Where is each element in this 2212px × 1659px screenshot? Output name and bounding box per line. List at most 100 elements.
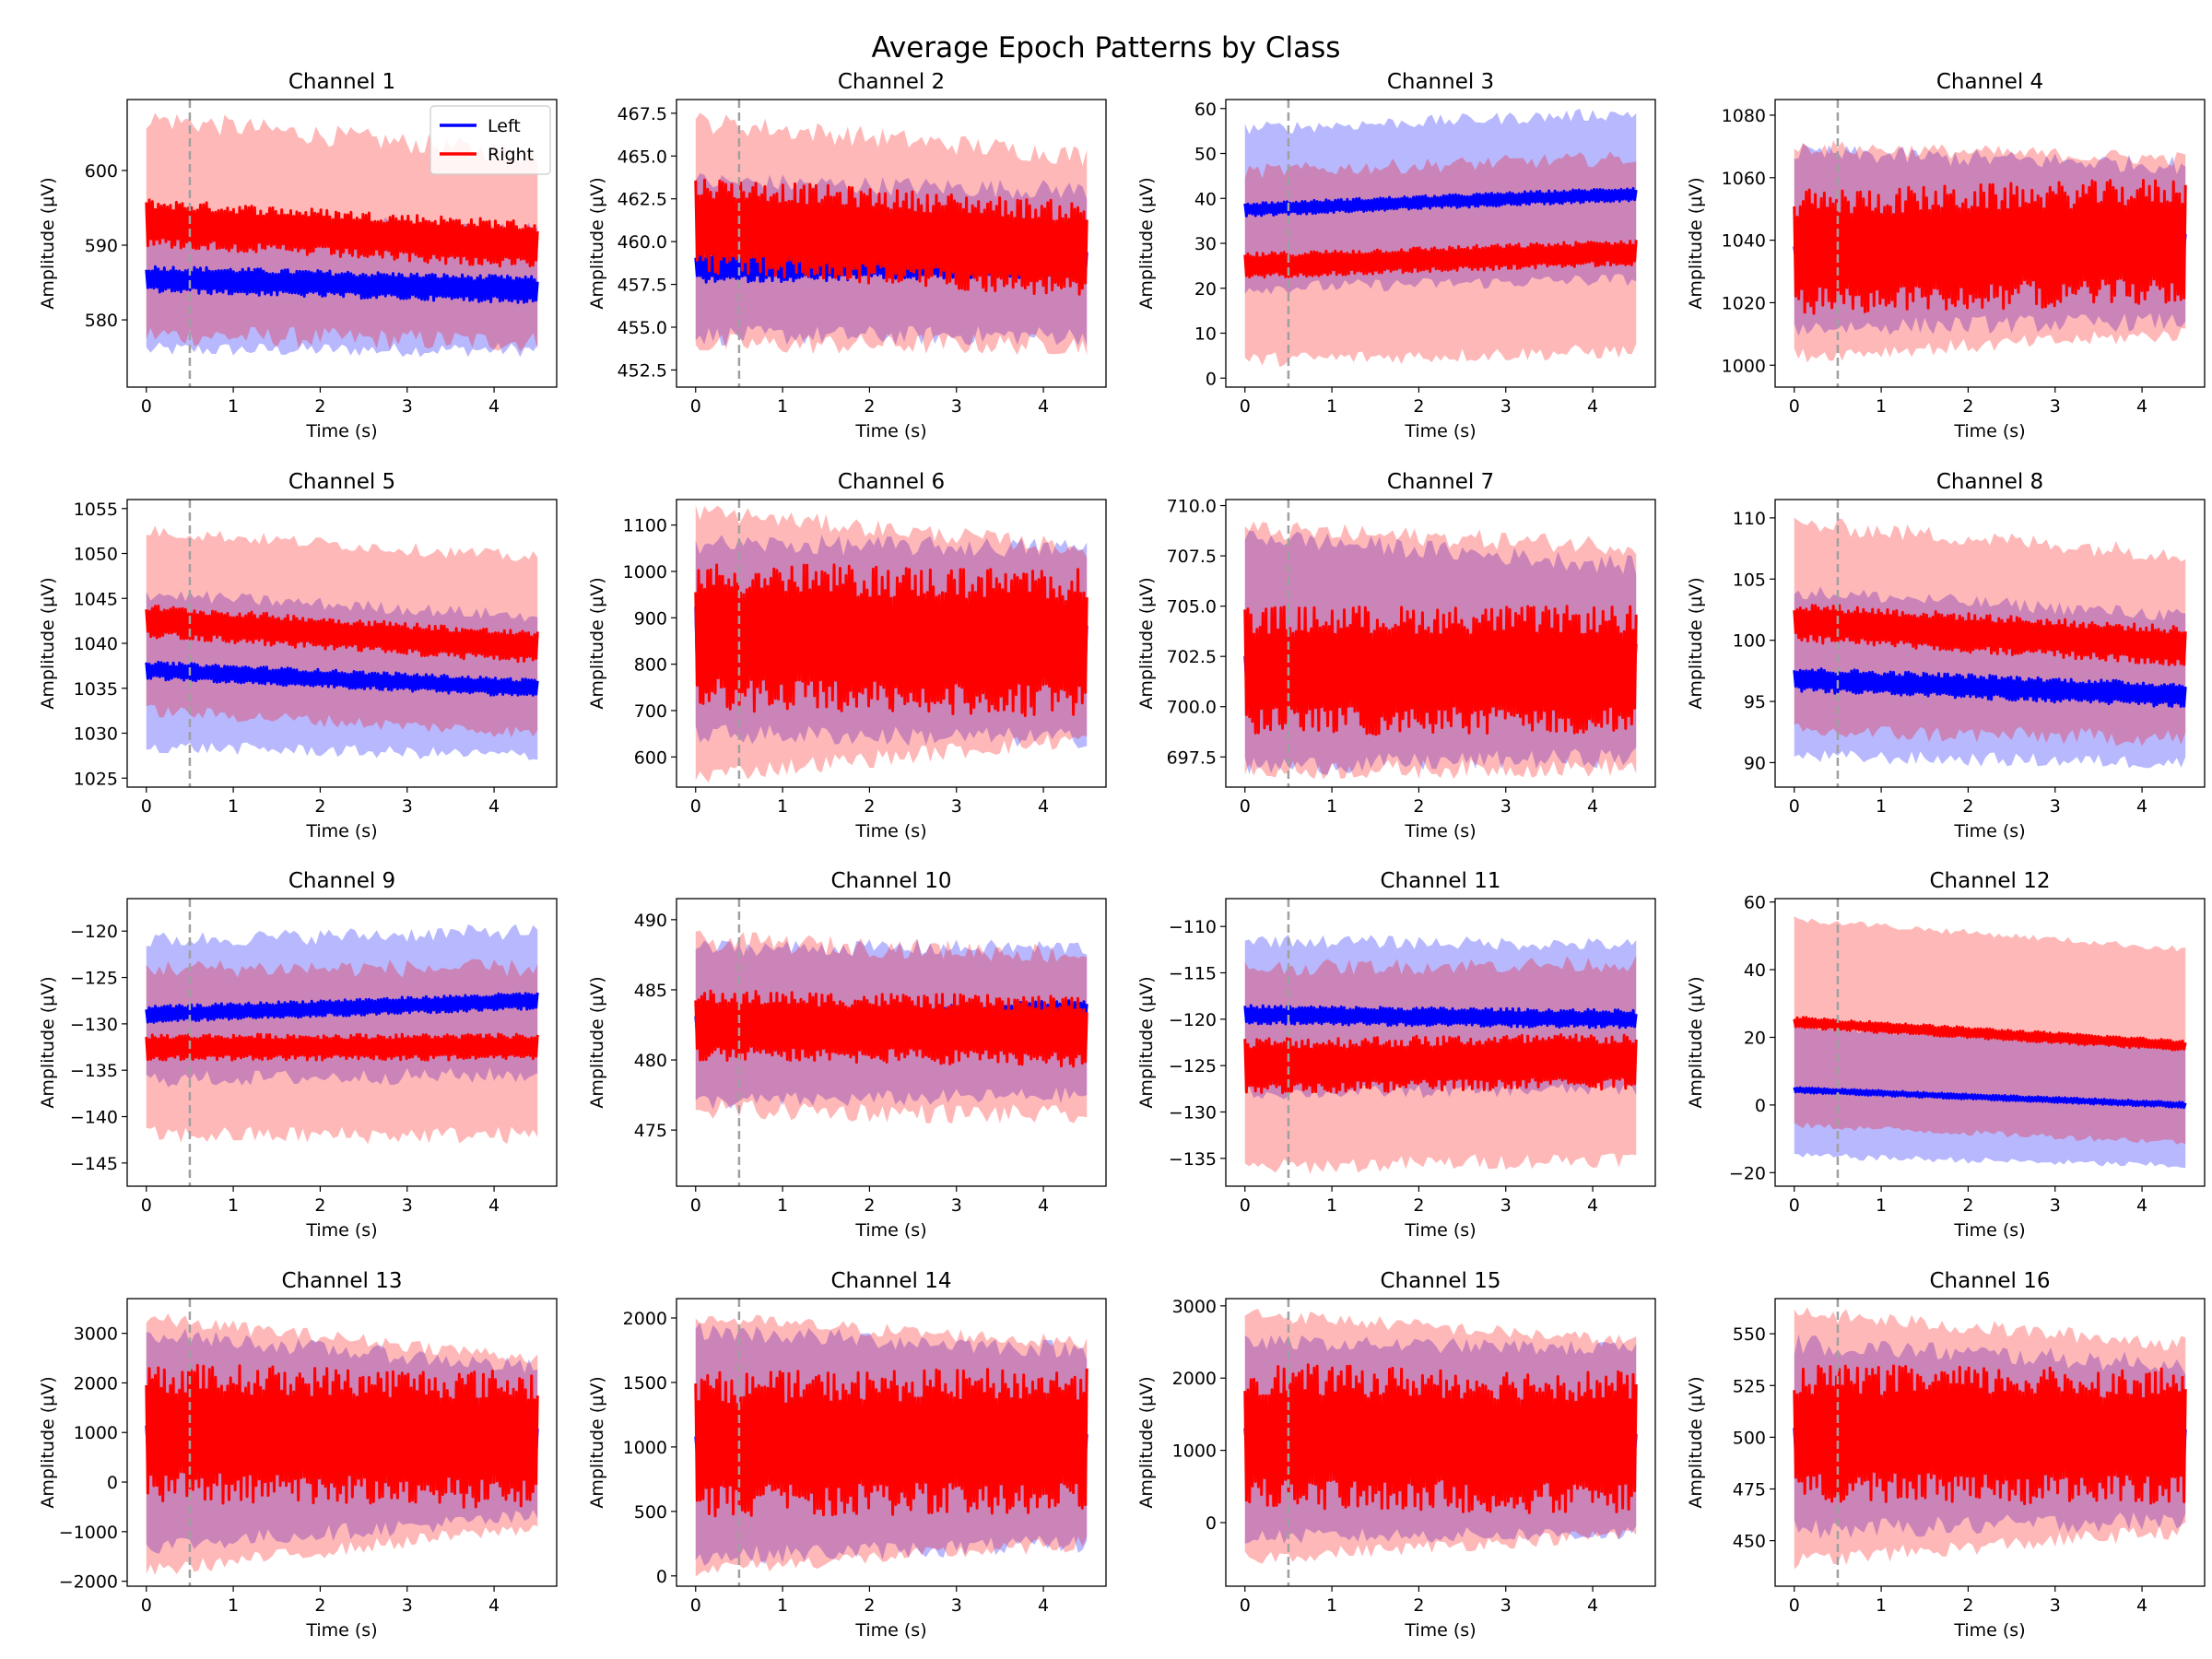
y-tick-label: −145 [70,1154,118,1174]
y-tick-label: 1020 [1722,293,1766,313]
y-tick-label: 0 [1206,1513,1217,1534]
mean-line-left [145,265,539,304]
subplot-channel-15: 0 1 2 3 4 0 1000 2000 3000 Channel 15 Time (s) Ampl… [1136,1269,1656,1641]
axes-frame [676,1298,1107,1587]
x-axis-label: Time (s) [1404,821,1476,841]
std-band-left-high [1244,108,1637,210]
y-tick-label: −135 [1169,1149,1217,1170]
mean-line-right [1793,604,2187,666]
mean-line-right [694,989,1088,1068]
x-tick-label: 0 [1789,1595,1800,1616]
axes-frame [676,99,1107,388]
x-tick-label: 1 [228,1595,239,1616]
x-tick-label: 0 [1789,1195,1800,1216]
plot-area [1793,500,2187,787]
x-tick-label: 3 [402,396,413,417]
y-tick-label: 1055 [74,500,118,520]
mean-line-right [145,198,539,268]
std-band-left-low [695,262,1088,347]
x-axis-label: Time (s) [854,821,926,841]
y-tick-label: 50 [1194,145,1217,165]
x-tick-label: 2 [1413,396,1424,417]
y-tick-label: 100 [1733,631,1766,652]
axes-frame [1774,499,2206,788]
x-tick-label: 1 [1876,396,1887,417]
y-tick-label: 1000 [623,1438,667,1458]
y-tick-label: 0 [1206,369,1217,389]
x-tick-label: 4 [488,1195,500,1216]
mean-line-right [1243,240,1638,279]
y-tick-label: 475 [634,1121,667,1141]
mean-line-right [694,1368,1088,1518]
plot-area [694,100,1088,387]
subplot-title: Channel 2 [838,70,945,94]
subplot-channel-11: 0 1 2 3 4 −135 −130 −125 −120 −115 −110 Channel 11 T… [1136,869,1656,1241]
y-tick-label: 485 [634,981,667,1001]
x-tick-label: 0 [1240,1595,1251,1616]
y-tick-label: 2000 [623,1309,667,1329]
x-tick-label: 0 [690,796,701,817]
x-tick-label: 0 [1789,396,1800,417]
y-tick-label: −20 [1729,1163,1766,1183]
subplot-title: Channel 7 [1387,470,1494,494]
y-axis-label: Amplitude (μV) [38,976,58,1108]
y-tick-label: −2000 [59,1572,118,1593]
y-tick-label: 1080 [1722,106,1766,126]
x-axis-label: Time (s) [854,421,926,441]
x-tick-label: 4 [488,796,500,817]
std-band-left-low [1794,1089,2186,1169]
x-tick-label: 0 [1789,796,1800,817]
plot-area [694,899,1088,1186]
y-tick-label: 10 [1194,324,1217,345]
x-tick-label: 2 [1962,1195,1973,1216]
x-tick-label: 3 [402,1195,413,1216]
std-band-left-high [146,924,538,1015]
subplot-title: Channel 1 [288,70,395,94]
plot-area [1793,899,2187,1186]
plot-area [1793,1299,2187,1586]
y-axis-label: Amplitude (μV) [1136,976,1157,1108]
y-tick-label: −115 [1169,964,1217,984]
x-tick-label: 0 [690,1195,701,1216]
x-tick-label: 3 [2050,796,2061,817]
subplot-channel-12: 0 1 2 3 4 −20 0 20 40 60 Channel 12 Time (s) Amplitu… [1686,869,2206,1241]
x-tick-label: 3 [951,796,962,817]
x-tick-label: 4 [488,396,500,417]
mean-line-right [694,563,1088,718]
y-tick-label: 105 [1733,570,1766,590]
y-tick-label: 1000 [1172,1441,1217,1462]
x-tick-label: 3 [951,1195,962,1216]
x-tick-label: 4 [1587,396,1598,417]
x-tick-label: 3 [2050,396,2061,417]
x-axis-label: Time (s) [305,1220,377,1241]
subplot-channel-9: 0 1 2 3 4 −145 −140 −135 −130 −125 −120 Channel 9 Ti… [38,869,558,1241]
y-axis-label: Amplitude (μV) [587,177,607,309]
plot-area [145,100,539,387]
y-axis-label: Amplitude (μV) [1686,976,1706,1108]
x-tick-label: 4 [1038,1595,1049,1616]
y-tick-label: 500 [634,1502,667,1523]
x-tick-label: 1 [228,796,239,817]
subplot-title: Channel 4 [1936,70,2043,94]
y-tick-label: 1100 [623,516,667,536]
std-band-left-low [146,670,538,760]
axes-frame [1225,898,1656,1187]
std-band-right-high [1244,151,1637,266]
x-tick-label: 1 [1326,396,1337,417]
axes-frame [1225,499,1656,788]
y-tick-label: 450 [1733,1532,1766,1552]
y-tick-label: −110 [1169,917,1217,937]
x-axis-label: Time (s) [305,821,377,841]
x-tick-label: 1 [1876,796,1887,817]
std-band-right-high [1794,916,2186,1046]
x-tick-label: 4 [2136,1595,2147,1616]
y-tick-label: 462.5 [618,190,667,210]
x-tick-label: 0 [690,396,701,417]
x-axis-label: Time (s) [1404,421,1476,441]
subplot-title: Channel 15 [1380,1269,1500,1293]
y-tick-label: 702.5 [1167,647,1217,667]
subplot-channel-4: 0 1 2 3 4 1000 1020 1040 1060 1080 Channel 4 Time (… [1686,70,2206,441]
x-tick-label: 1 [777,396,788,417]
